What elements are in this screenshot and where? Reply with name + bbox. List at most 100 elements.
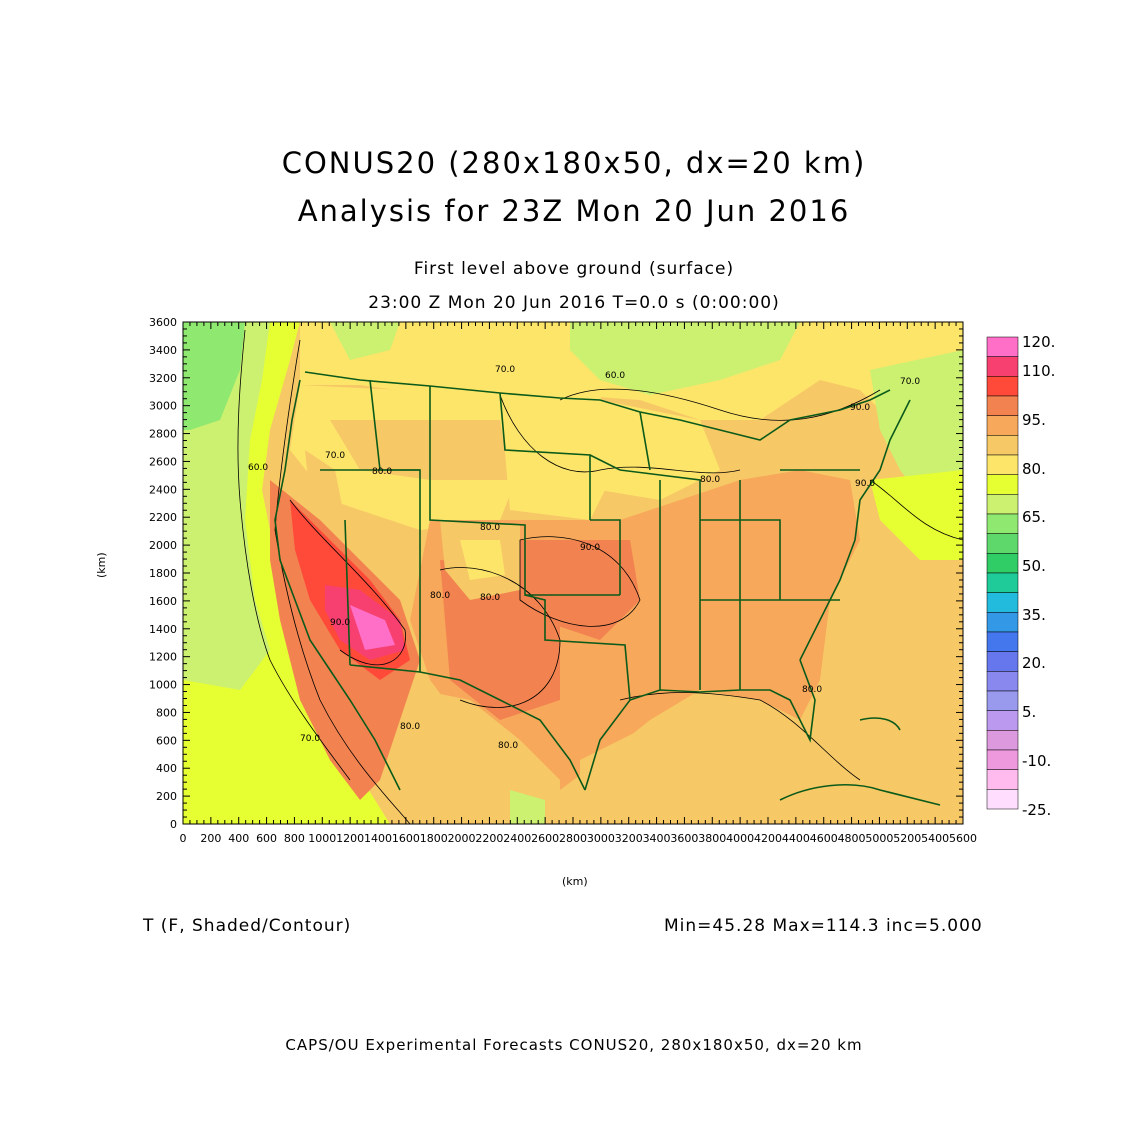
y-axis-label: (km) — [95, 552, 108, 578]
x-tick-label: 0 — [180, 832, 187, 845]
y-tick-label: 3400 — [149, 344, 177, 357]
x-tick-label: 5400 — [921, 832, 949, 845]
colorbar-swatch — [986, 356, 1019, 377]
colorbar-swatch — [986, 612, 1019, 633]
y-tick-label: 2000 — [149, 539, 177, 552]
contour-lines — [237, 329, 963, 824]
y-tick-label: 1400 — [149, 623, 177, 636]
x-tick-label: 3400 — [643, 832, 671, 845]
y-tick-label: 2200 — [149, 511, 177, 524]
contour-label: 70.0 — [325, 451, 345, 461]
y-tick-label: 2400 — [149, 483, 177, 496]
contour-label: 80.0 — [400, 722, 420, 732]
x-tick-label: 2400 — [503, 832, 531, 845]
y-tick-label: 600 — [156, 734, 177, 747]
y-axis: 0 200 400 600 800 1000 1200 1400 1600 1800 2000 220… — [149, 316, 963, 831]
colorbar-label: 120. — [1022, 333, 1055, 351]
contour-label: 60.0 — [605, 371, 625, 381]
colorbar-swatch — [986, 395, 1019, 416]
contour-label: 80.0 — [430, 591, 450, 601]
x-tick-label: 3200 — [615, 832, 643, 845]
colorbar-swatch — [986, 474, 1019, 495]
x-tick-label: 3800 — [698, 832, 726, 845]
colorbar-label: 20. — [1022, 654, 1046, 672]
y-tick-label: 1600 — [149, 595, 177, 608]
geographic-boundaries — [274, 371, 941, 806]
subtitle-time: 23:00 Z Mon 20 Jun 2016 T=0.0 s (0:00:00… — [368, 293, 780, 313]
title-line-2: Analysis for 23Z Mon 20 Jun 2016 — [297, 194, 851, 228]
colorbar-label: -25. — [1022, 801, 1051, 819]
x-tick-label: 1800 — [420, 832, 448, 845]
x-tick-label: 4800 — [838, 832, 866, 845]
colorbar-label: 5. — [1022, 703, 1036, 721]
contour-label: 70.0 — [900, 377, 920, 387]
colorbar-swatch — [986, 730, 1019, 751]
x-tick-label: 400 — [228, 832, 249, 845]
colorbar-swatch — [986, 336, 1019, 357]
x-tick-label: 2000 — [448, 832, 476, 845]
y-tick-label: 2600 — [149, 455, 177, 468]
colorbar-swatch — [986, 376, 1019, 397]
variable-label: T (F, Shaded/Contour) — [143, 916, 352, 936]
x-axis: 0 200 400 600 800 1000 1200 1400 1600 1800 2000 220… — [180, 322, 977, 845]
colorbar-label: -10. — [1022, 752, 1051, 770]
colorbar-swatch — [986, 553, 1019, 574]
temperature-field — [183, 322, 963, 824]
contour-label: 80.0 — [498, 741, 518, 751]
colorbar-swatch — [986, 631, 1019, 652]
contour-label: 80.0 — [480, 593, 500, 603]
y-tick-label: 800 — [156, 706, 177, 719]
x-tick-label: 5600 — [949, 832, 977, 845]
colorbar-label: 110. — [1022, 362, 1055, 380]
y-tick-label: 3200 — [149, 372, 177, 385]
colorbar-label: 65. — [1022, 508, 1046, 526]
x-tick-label: 4600 — [810, 832, 838, 845]
x-tick-label: 1600 — [392, 832, 420, 845]
y-tick-label: 200 — [156, 790, 177, 803]
colorbar-swatch — [986, 435, 1019, 456]
x-tick-label: 4400 — [782, 832, 810, 845]
x-tick-label: 2600 — [531, 832, 559, 845]
colorbar-label: 50. — [1022, 557, 1046, 575]
x-tick-label: 1200 — [336, 832, 364, 845]
y-tick-label: 0 — [170, 818, 177, 831]
colorbar-swatch — [986, 749, 1019, 770]
x-tick-label: 2200 — [475, 832, 503, 845]
x-axis-label: (km) — [562, 875, 588, 888]
colorbar-swatch — [986, 710, 1019, 731]
colorbar-swatch — [986, 592, 1019, 613]
contour-label: 90.0 — [580, 543, 600, 553]
title-line-1: CONUS20 (280x180x50, dx=20 km) — [281, 146, 867, 180]
colorbar-label: 95. — [1022, 411, 1046, 429]
contour-label: 70.0 — [300, 734, 320, 744]
colorbar-swatch — [986, 494, 1019, 515]
colorbar: 120. 110. 95. 80. 65. 50. 35. 20. 5. -10. -25. — [986, 333, 1055, 819]
x-tick-label: 1000 — [308, 832, 336, 845]
colorbar-swatch — [986, 415, 1019, 436]
subtitle-level: First level above ground (surface) — [413, 259, 735, 279]
contour-label: 80.0 — [372, 467, 392, 477]
contour-label: 80.0 — [480, 523, 500, 533]
y-tick-label: 400 — [156, 762, 177, 775]
colorbar-swatch — [986, 572, 1019, 593]
y-tick-label: 1200 — [149, 651, 177, 664]
x-tick-label: 3600 — [670, 832, 698, 845]
x-tick-label: 4000 — [726, 832, 754, 845]
contour-label: 90.0 — [850, 403, 870, 413]
colorbar-swatch — [986, 769, 1019, 790]
colorbar-label: 35. — [1022, 606, 1046, 624]
x-tick-label: 5000 — [865, 832, 893, 845]
colorbar-swatch — [986, 651, 1019, 672]
x-tick-label: 800 — [284, 832, 305, 845]
y-tick-label: 3000 — [149, 400, 177, 413]
contour-label: 90.0 — [855, 479, 875, 489]
contour-label: 90.0 — [330, 618, 350, 628]
y-tick-label: 1000 — [149, 679, 177, 692]
colorbar-swatch — [986, 454, 1019, 475]
contour-label: 70.0 — [495, 365, 515, 375]
x-tick-label: 200 — [200, 832, 221, 845]
x-tick-label: 3000 — [587, 832, 615, 845]
colorbar-label: 80. — [1022, 460, 1046, 478]
field-stats: Min=45.28 Max=114.3 inc=5.000 — [664, 916, 983, 936]
